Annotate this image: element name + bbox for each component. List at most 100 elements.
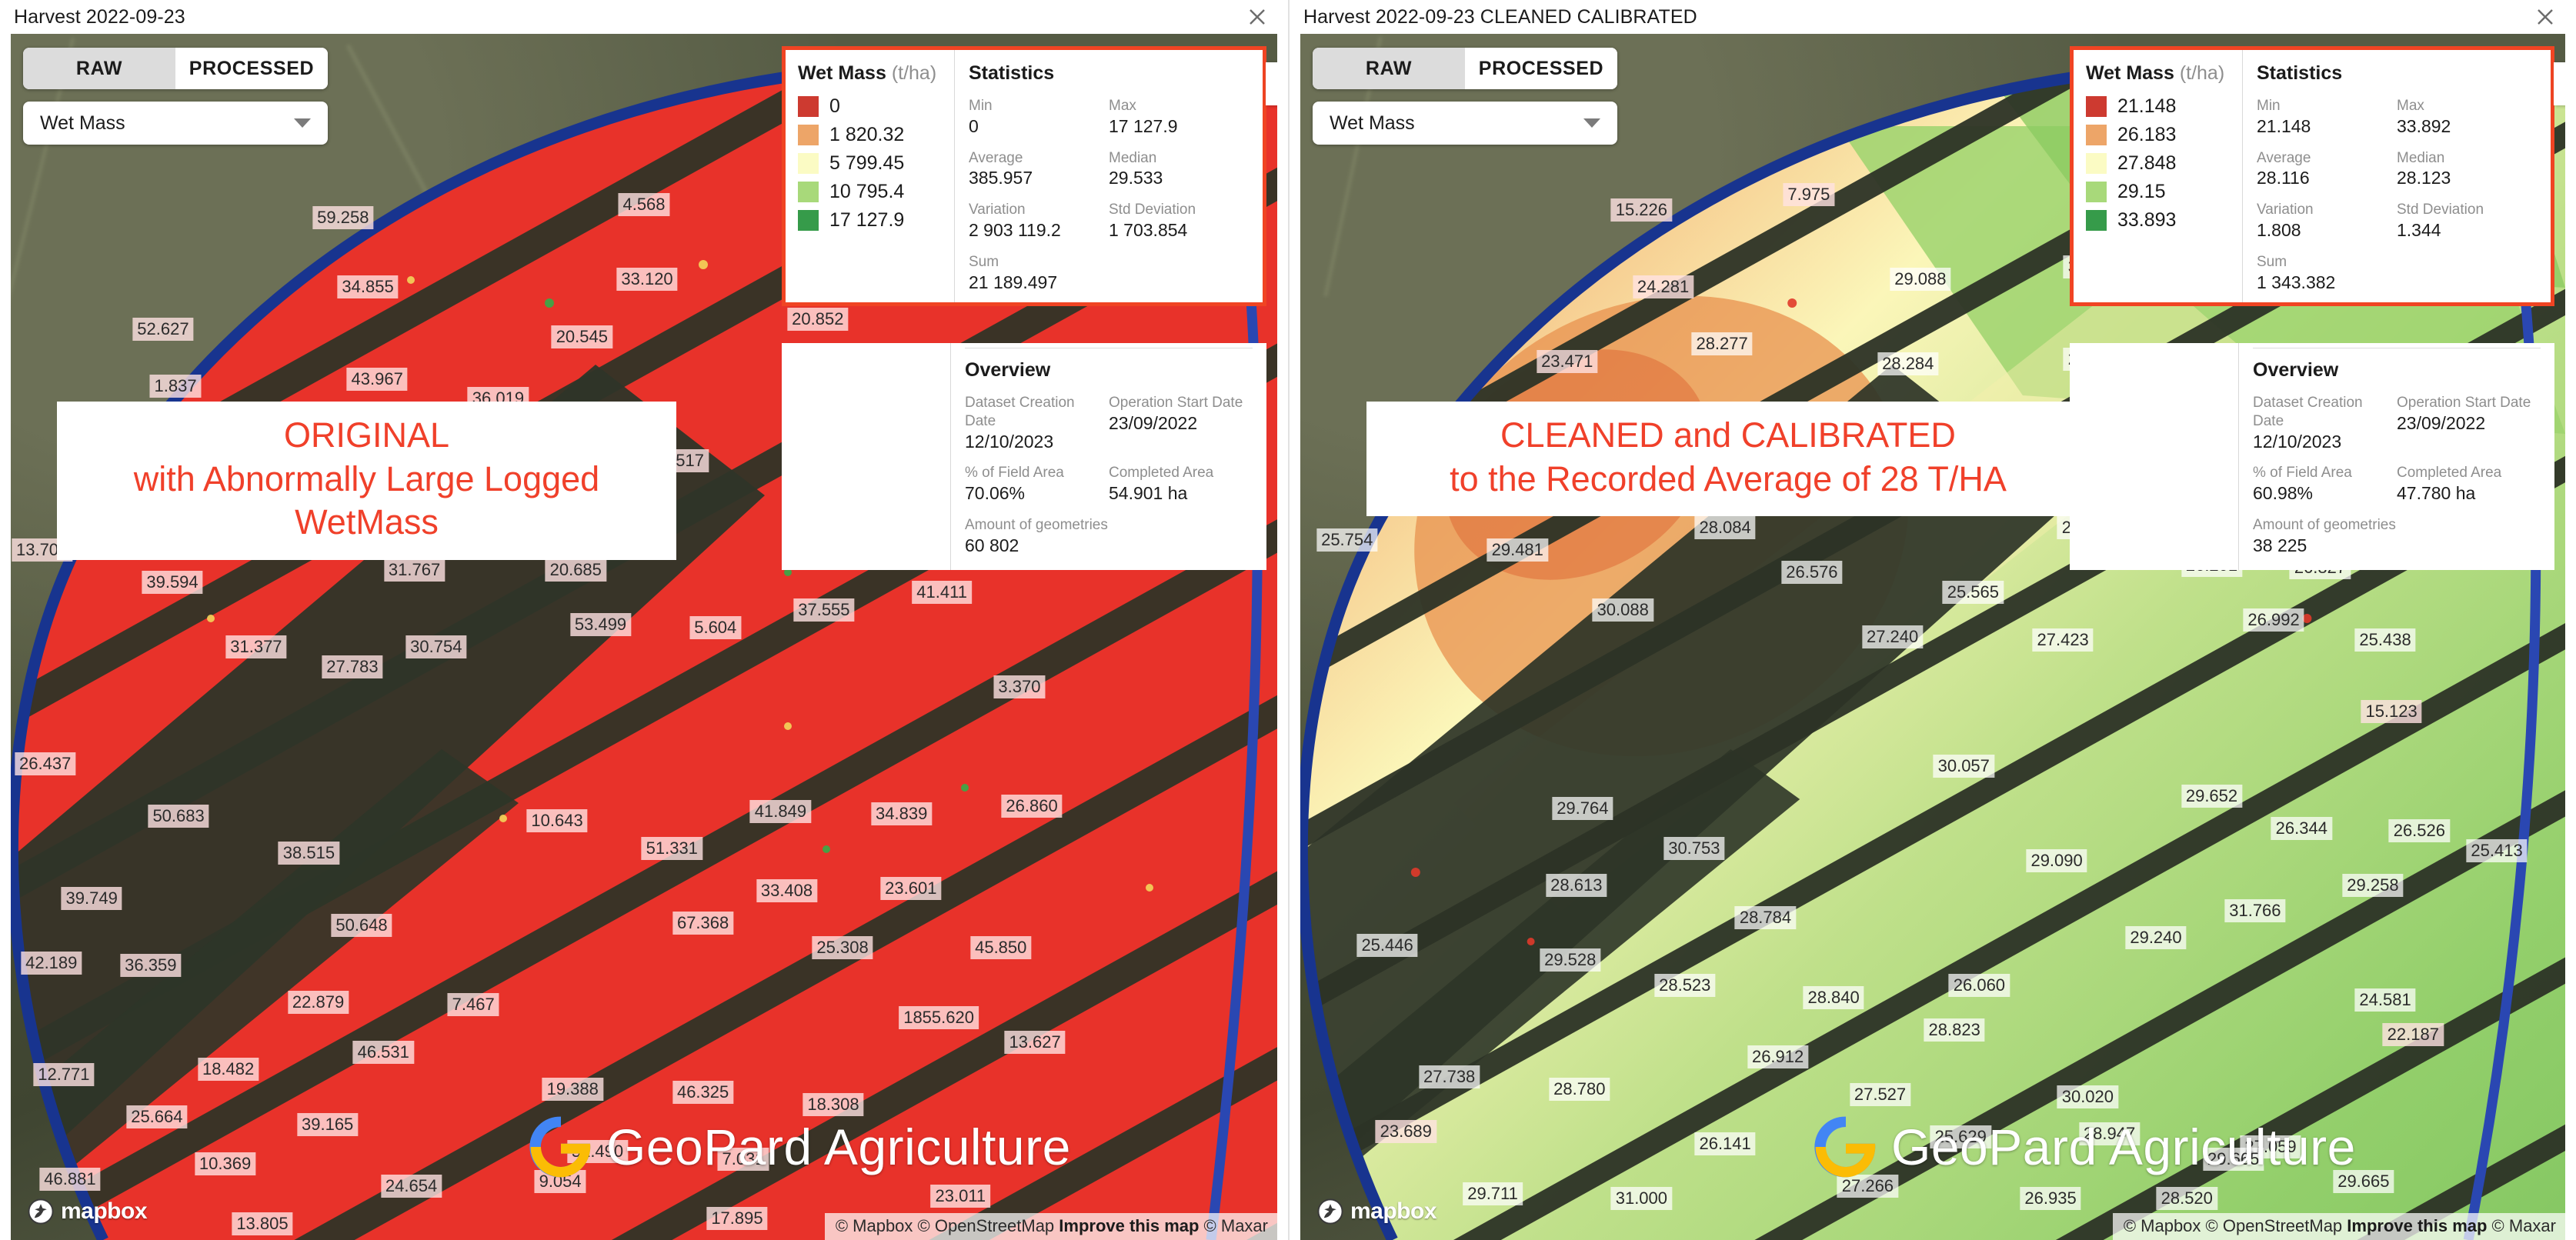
map-controls-left: RAW PROCESSED Wet Mass bbox=[23, 48, 328, 145]
banner-line-2-left: with Abnormally Large Logged WetMass bbox=[133, 458, 600, 542]
overview-title-left: Overview bbox=[965, 359, 1051, 381]
stat-value: 60 802 bbox=[965, 535, 1019, 555]
statistics-grid-right: Min 21.148 Max 33.892 Average 28.116 Median 28.… bbox=[2257, 97, 2537, 295]
legend-entries-left: 0 1 820.32 5 799.45 10 795.4 17 127.9 bbox=[798, 95, 943, 232]
banner-line-1-right: CLEANED and CALIBRATED bbox=[1500, 415, 1956, 455]
attribution-prefix-left: © Mapbox © OpenStreetMap bbox=[835, 1216, 1059, 1235]
statistics-left: Statistics Min 0 Max 17 127.9 Average 385.957… bbox=[955, 50, 1263, 302]
stat-label: Operation Start Date bbox=[1109, 395, 1243, 411]
stat-label: Sum bbox=[969, 253, 999, 270]
mapbox-logo-left[interactable]: mapbox bbox=[28, 1198, 148, 1225]
stat-value: 12/10/2023 bbox=[965, 431, 1054, 452]
stat-value: 33.892 bbox=[2397, 115, 2451, 136]
legend-title-text-left: Wet Mass bbox=[798, 62, 886, 84]
stat-value: 1.344 bbox=[2397, 220, 2441, 241]
mapbox-logo-text-right: mapbox bbox=[1350, 1198, 1437, 1224]
legend-title-text-right: Wet Mass bbox=[2086, 62, 2174, 84]
map-canvas-right[interactable]: RAW PROCESSED Wet Mass 15.2267.97533.221… bbox=[1300, 34, 2565, 1240]
stat-item: Variation 1.808 bbox=[2257, 201, 2397, 242]
stat-label: % of Field Area bbox=[965, 465, 1064, 482]
legend-value: 5 799.45 bbox=[829, 152, 905, 174]
legend-entry: 0 bbox=[798, 95, 943, 118]
legend-value: 10 795.4 bbox=[829, 181, 905, 202]
overview-grid-right: Dataset Creation Date 12/10/2023 Operation… bbox=[2253, 394, 2541, 558]
mapbox-logo-right[interactable]: mapbox bbox=[1317, 1198, 1437, 1225]
stat-item: Operation Start Date 23/09/2022 bbox=[1109, 394, 1253, 453]
chevron-down-icon bbox=[1583, 118, 1600, 128]
legend-unit-left: (t/ha) bbox=[891, 62, 937, 84]
chevron-right-icon[interactable] bbox=[1266, 62, 1277, 105]
layer-select-left[interactable]: Wet Mass bbox=[23, 102, 328, 145]
legend-value: 17 127.9 bbox=[829, 209, 905, 231]
overview-spacer bbox=[782, 343, 951, 570]
overview-grid-left: Dataset Creation Date 12/10/2023 Operation… bbox=[965, 394, 1253, 558]
legend-value: 21.148 bbox=[2117, 95, 2177, 117]
legend-right: Wet Mass (t/ha) 21.148 26.183 27.848 29.15 3… bbox=[2074, 50, 2243, 302]
stat-label: Std Deviation bbox=[1109, 202, 1196, 218]
stat-value: 1 343.382 bbox=[2257, 272, 2336, 292]
stat-item: Std Deviation 1.344 bbox=[2397, 201, 2537, 242]
statistics-panel-right: Wet Mass (t/ha) 21.148 26.183 27.848 29.15 3… bbox=[2070, 46, 2565, 306]
stat-value: 385.957 bbox=[969, 168, 1033, 188]
map-attribution-right: © Mapbox © OpenStreetMap Improve this ma… bbox=[2112, 1213, 2565, 1240]
legend-left: Wet Mass (t/ha) 0 1 820.32 5 799.45 10 795.… bbox=[786, 50, 955, 302]
stat-value: 38 225 bbox=[2253, 535, 2307, 555]
stat-item: Max 17 127.9 bbox=[1109, 97, 1249, 138]
stat-item: Operation Start Date 23/09/2022 bbox=[2397, 394, 2541, 453]
legend-entry: 27.848 bbox=[2086, 152, 2231, 175]
layer-select-value-right: Wet Mass bbox=[1330, 112, 1415, 134]
stat-value: 23/09/2022 bbox=[1109, 412, 1198, 433]
legend-title-left: Wet Mass (t/ha) bbox=[798, 62, 943, 85]
stat-label: Dataset Creation Date bbox=[965, 395, 1075, 429]
overview-card-left: Overview Dataset Creation Date 12/10/2023… bbox=[782, 343, 1266, 570]
stat-value: 28.123 bbox=[2397, 168, 2451, 188]
stat-item: Std Deviation 1 703.854 bbox=[1109, 201, 1249, 242]
tab-raw-left[interactable]: RAW bbox=[23, 48, 175, 89]
legend-value: 27.848 bbox=[2117, 152, 2177, 174]
legend-entry: 17 127.9 bbox=[798, 209, 943, 232]
stat-label: Amount of geometries bbox=[2253, 517, 2396, 534]
close-icon[interactable] bbox=[2531, 3, 2559, 31]
stat-value: 0 bbox=[969, 115, 979, 136]
improve-map-link-left[interactable]: Improve this map bbox=[1059, 1216, 1200, 1235]
stat-label: Max bbox=[1109, 98, 1136, 114]
titlebar-left: Harvest 2022-09-23 bbox=[0, 0, 1288, 34]
pane-left-original: Harvest 2022-09-23 bbox=[0, 0, 1288, 1240]
tab-processed-right[interactable]: PROCESSED bbox=[1465, 48, 1617, 89]
stat-label: % of Field Area bbox=[2253, 465, 2352, 482]
legend-entry: 29.15 bbox=[2086, 181, 2231, 203]
attribution-suffix-left: © Maxar bbox=[1199, 1216, 1268, 1235]
stat-item: Average 28.116 bbox=[2257, 149, 2397, 191]
stat-item: Dataset Creation Date 12/10/2023 bbox=[2253, 394, 2397, 453]
tab-processed-left[interactable]: PROCESSED bbox=[175, 48, 328, 89]
stat-item: Sum 21 189.497 bbox=[969, 253, 1109, 295]
layer-select-right[interactable]: Wet Mass bbox=[1313, 102, 1617, 145]
stat-item: Sum 1 343.382 bbox=[2257, 253, 2397, 295]
statistics-title-left: Statistics bbox=[969, 62, 1055, 84]
stat-item: Amount of geometries 38 225 bbox=[2253, 516, 2397, 558]
stat-value: 47.780 ha bbox=[2397, 483, 2476, 504]
banner-line-2-right: to the Recorded Average of 28 T/HA bbox=[1450, 458, 2007, 498]
stat-value: 28.116 bbox=[2257, 168, 2310, 188]
improve-map-link-right[interactable]: Improve this map bbox=[2347, 1216, 2488, 1235]
pane-right-cleaned: Harvest 2022-09-23 CLEANED CALIBRATED bbox=[1288, 0, 2576, 1240]
banner-line-1-left: ORIGINAL bbox=[283, 415, 450, 455]
view-mode-tabs-left: RAW PROCESSED bbox=[23, 48, 328, 89]
mapbox-icon bbox=[28, 1198, 54, 1225]
stat-label: Median bbox=[1109, 149, 1157, 166]
close-icon[interactable] bbox=[1243, 3, 1271, 31]
stat-item: Completed Area 47.780 ha bbox=[2397, 464, 2541, 505]
stat-label: Completed Area bbox=[2397, 465, 2502, 482]
chevron-down-icon bbox=[294, 118, 311, 128]
legend-color-swatch bbox=[798, 153, 819, 174]
tab-raw-right[interactable]: RAW bbox=[1313, 48, 1465, 89]
stat-value: 21.148 bbox=[2257, 115, 2311, 136]
legend-value: 29.15 bbox=[2117, 181, 2166, 202]
stat-item: Min 0 bbox=[969, 97, 1109, 138]
stat-label: Min bbox=[969, 98, 993, 114]
stat-label: Std Deviation bbox=[2397, 202, 2484, 218]
map-canvas-left[interactable]: RAW PROCESSED Wet Mass 4.56859.25835.296… bbox=[11, 34, 1277, 1240]
overview-spacer bbox=[2070, 343, 2239, 570]
stat-value: 2 903 119.2 bbox=[969, 220, 1061, 241]
chevron-right-icon[interactable] bbox=[2554, 62, 2565, 105]
